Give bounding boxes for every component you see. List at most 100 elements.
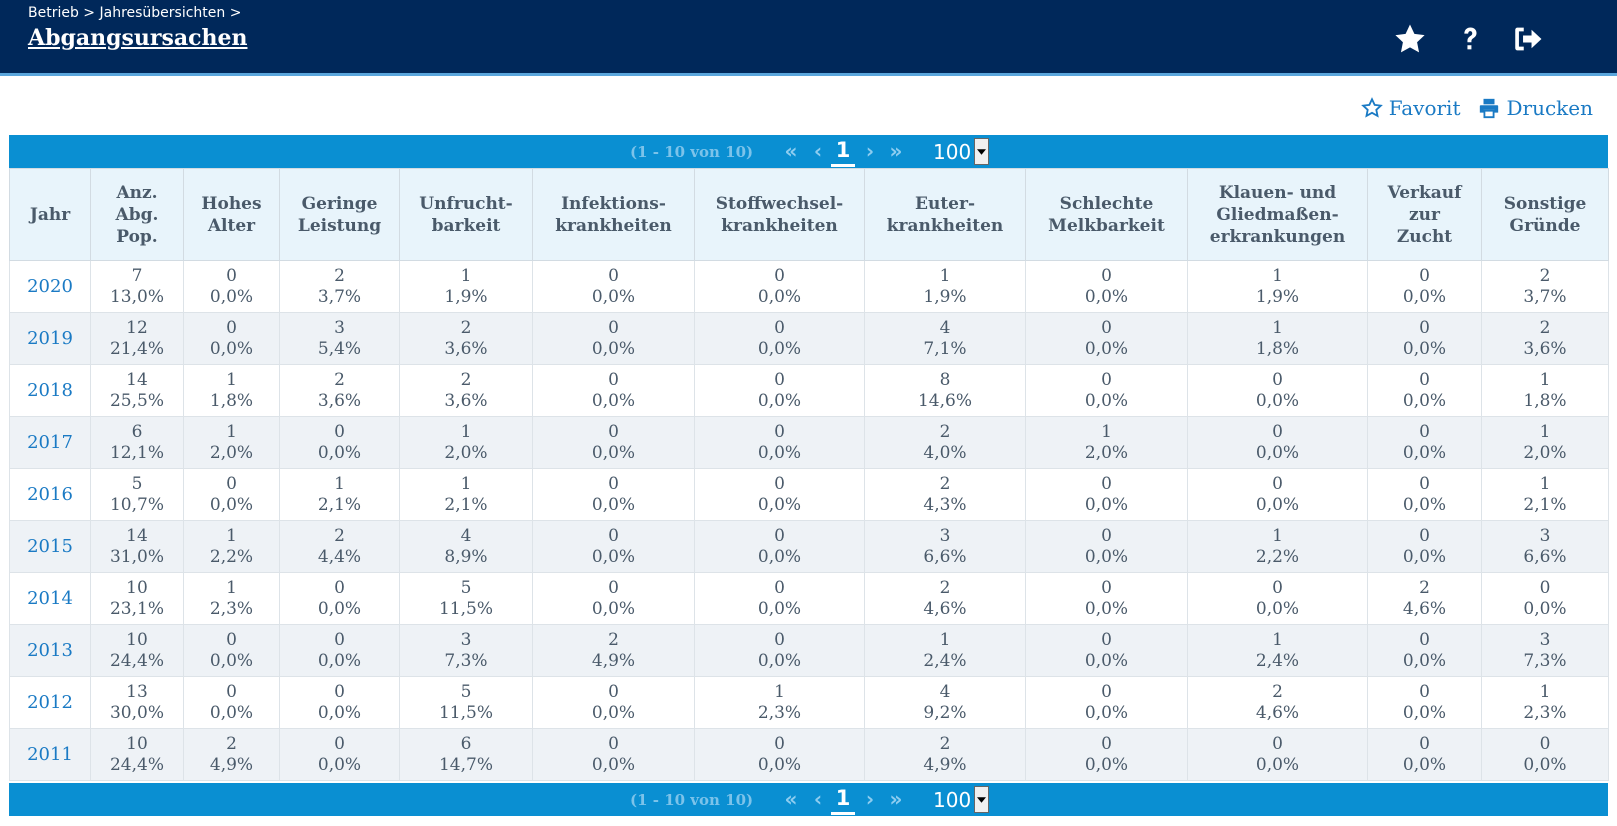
cell-count: 0 bbox=[1272, 577, 1283, 598]
print-button[interactable]: Drucken bbox=[1478, 96, 1593, 120]
column-header[interactable]: Euter- krankheiten bbox=[864, 168, 1026, 261]
table-cell: 0 0,0% bbox=[694, 260, 865, 313]
cell-percent: 4,4% bbox=[317, 546, 362, 567]
prev-page-icon[interactable]: ‹ bbox=[813, 139, 823, 163]
prev-page-icon[interactable]: ‹ bbox=[813, 787, 823, 811]
breadcrumb[interactable]: Betrieb > Jahresübersichten > bbox=[28, 5, 242, 21]
cell-percent: 0,0% bbox=[757, 338, 802, 359]
column-header[interactable]: Infektions- krankheiten bbox=[532, 168, 695, 261]
cell-count: 4 bbox=[460, 525, 472, 546]
cell-count: 2 bbox=[1272, 681, 1283, 702]
table-cell: 0 0,0% bbox=[1367, 728, 1482, 781]
cell-percent: 4,6% bbox=[923, 598, 967, 619]
cell-percent: 0,0% bbox=[757, 754, 802, 775]
cell-percent: 2,2% bbox=[209, 546, 254, 567]
table-cell: 0 0,0% bbox=[183, 312, 280, 365]
cell-count: 1 bbox=[334, 473, 345, 494]
cell-percent: 0,0% bbox=[1402, 338, 1447, 359]
table-cell: 14 31,0% bbox=[90, 520, 184, 573]
table-cell: 1 1,9% bbox=[1187, 260, 1368, 313]
year-link[interactable]: 2012 bbox=[9, 676, 91, 729]
star-icon[interactable] bbox=[1393, 22, 1427, 56]
next-page-icon[interactable]: › bbox=[865, 787, 875, 811]
cell-count: 1 bbox=[226, 525, 237, 546]
help-icon[interactable] bbox=[1453, 22, 1487, 56]
table-cell: 0 0,0% bbox=[694, 520, 865, 573]
cell-count: 0 bbox=[226, 681, 237, 702]
cell-count: 3 bbox=[460, 629, 472, 650]
table-cell: 1 1,9% bbox=[399, 260, 533, 313]
year-link[interactable]: 2015 bbox=[9, 520, 91, 573]
year-link[interactable]: 2016 bbox=[9, 468, 91, 521]
table-cell: 0 0,0% bbox=[532, 312, 695, 365]
last-page-icon[interactable]: » bbox=[889, 139, 903, 163]
table-cell: 0 0,0% bbox=[1367, 520, 1482, 573]
column-header[interactable]: Geringe Leistung bbox=[279, 168, 400, 261]
last-page-icon[interactable]: » bbox=[889, 787, 903, 811]
page-size-select[interactable]: 100 bbox=[933, 138, 990, 165]
year-link[interactable]: 2019 bbox=[9, 312, 91, 365]
page-title[interactable]: Abgangsursachen bbox=[28, 25, 248, 51]
current-page[interactable]: 1 bbox=[831, 136, 855, 167]
year-link[interactable]: 2020 bbox=[9, 260, 91, 313]
year-link[interactable]: 2018 bbox=[9, 364, 91, 417]
cell-percent: 0,0% bbox=[1402, 286, 1447, 307]
table-cell: 0 0,0% bbox=[694, 312, 865, 365]
cell-count: 0 bbox=[1101, 525, 1112, 546]
cell-count: 10 bbox=[126, 629, 148, 650]
column-header[interactable]: Klauen- und Gliedmaßen- erkrankungen bbox=[1187, 168, 1368, 261]
logout-icon[interactable] bbox=[1511, 22, 1545, 56]
cell-percent: 7,3% bbox=[1523, 650, 1567, 671]
cell-count: 0 bbox=[608, 577, 619, 598]
table-cell: 0 0,0% bbox=[1367, 468, 1482, 521]
table-cell: 0 0,0% bbox=[1025, 728, 1188, 781]
table-cell: 0 0,0% bbox=[694, 728, 865, 781]
cell-count: 2 bbox=[334, 525, 345, 546]
column-header[interactable]: Jahr bbox=[9, 168, 91, 261]
table-cell: 8 14,6% bbox=[864, 364, 1026, 417]
cell-count: 1 bbox=[1539, 369, 1551, 390]
table-cell: 0 0,0% bbox=[183, 260, 280, 313]
column-header[interactable]: Hohes Alter bbox=[183, 168, 280, 261]
column-header[interactable]: Unfrucht- barkeit bbox=[399, 168, 533, 261]
cell-count: 0 bbox=[1539, 577, 1551, 598]
favorit-button[interactable]: Favorit bbox=[1360, 96, 1461, 120]
cell-count: 0 bbox=[1419, 525, 1430, 546]
chevron-down-icon bbox=[974, 138, 990, 165]
current-page[interactable]: 1 bbox=[831, 784, 855, 815]
cell-percent: 0,0% bbox=[1084, 286, 1129, 307]
cell-count: 0 bbox=[334, 421, 345, 442]
cell-count: 0 bbox=[334, 733, 345, 754]
page-size-select[interactable]: 100 bbox=[933, 786, 990, 813]
column-header[interactable]: Schlechte Melkbarkeit bbox=[1025, 168, 1188, 261]
table-cell: 1 2,0% bbox=[183, 416, 280, 469]
cell-count: 2 bbox=[1419, 577, 1430, 598]
cell-count: 0 bbox=[774, 317, 785, 338]
cell-percent: 11,5% bbox=[438, 598, 493, 619]
table-header-row: Jahr Anz. Abg. Pop. Hohes Alter Geringe … bbox=[9, 168, 1609, 261]
year-link[interactable]: 2017 bbox=[9, 416, 91, 469]
year-link[interactable]: 2013 bbox=[9, 624, 91, 677]
column-header[interactable]: Anz. Abg. Pop. bbox=[90, 168, 184, 261]
table-cell: 1 2,3% bbox=[183, 572, 280, 625]
cell-count: 6 bbox=[131, 421, 143, 442]
table-cell: 10 23,1% bbox=[90, 572, 184, 625]
column-header[interactable]: Stoffwechsel- krankheiten bbox=[694, 168, 865, 261]
cell-percent: 0,0% bbox=[757, 598, 802, 619]
year-link[interactable]: 2011 bbox=[9, 728, 91, 781]
next-page-icon[interactable]: › bbox=[865, 139, 875, 163]
cell-count: 3 bbox=[334, 317, 345, 338]
first-page-icon[interactable]: « bbox=[784, 787, 798, 811]
favorit-label: Favorit bbox=[1388, 96, 1461, 120]
cell-count: 12 bbox=[126, 317, 148, 338]
table-cell: 0 0,0% bbox=[1367, 364, 1482, 417]
cell-percent: 0,0% bbox=[1523, 598, 1567, 619]
year-link[interactable]: 2014 bbox=[9, 572, 91, 625]
cell-count: 1 bbox=[226, 369, 237, 390]
first-page-icon[interactable]: « bbox=[784, 139, 798, 163]
column-header[interactable]: Verkauf zur Zucht bbox=[1367, 168, 1482, 261]
cell-percent: 0,0% bbox=[209, 494, 254, 515]
cell-percent: 0,0% bbox=[1402, 494, 1447, 515]
column-header[interactable]: Sonstige Gründe bbox=[1481, 168, 1609, 261]
app-header: Betrieb > Jahresübersichten > Abgangsurs… bbox=[0, 0, 1617, 76]
